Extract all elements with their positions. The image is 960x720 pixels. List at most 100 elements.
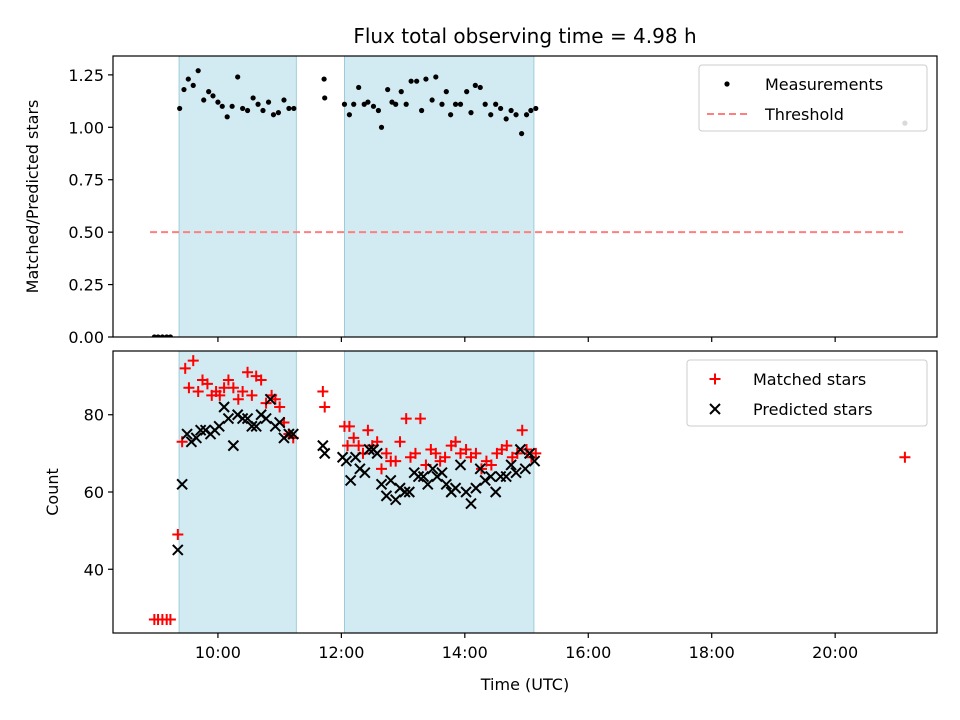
measurement-point: [155, 334, 161, 337]
measurement-point: [240, 105, 246, 112]
predicted-star-point: [519, 463, 532, 475]
matched-star-point: [319, 401, 331, 413]
matched-star-point: [375, 463, 387, 475]
panel-ratio: 0.00 0.25 0.50 0.75 1.00 1.25 Matched/Predicte…: [23, 55, 938, 347]
legend-marker: [709, 403, 721, 415]
measurement-point: [423, 76, 429, 82]
measurement-point: [513, 112, 519, 118]
matched-star-point: [246, 389, 258, 401]
measurement-point: [464, 89, 470, 95]
legend-label: Matched stars: [753, 370, 866, 389]
matched-star-point: [430, 447, 442, 459]
predicted-star-point: [371, 447, 383, 460]
measurement-point: [341, 101, 348, 107]
matched-star-point: [232, 393, 244, 405]
observing-interval-band: [344, 350, 535, 634]
matched-star-point: [450, 436, 462, 448]
matched-star-point: [380, 447, 392, 459]
measurement-point: [508, 107, 514, 114]
legend: Measurements Threshold: [698, 64, 928, 132]
matched-star-point: [460, 444, 472, 456]
measurement-point: [452, 101, 459, 107]
y-tick-label: 1.00: [68, 118, 104, 137]
measurement-point: [477, 84, 483, 91]
predicted-star-point: [218, 401, 230, 413]
predicted-star-point: [283, 428, 295, 440]
matched-star-point: [183, 382, 195, 394]
measurement-point: [408, 78, 414, 84]
measurement-point: [185, 76, 191, 82]
predicted-star-point: [470, 482, 482, 494]
matched-star-point: [164, 613, 176, 625]
y-tick-label: 0.50: [68, 223, 104, 242]
chart-title: Flux total observing time = 4.98 h: [353, 24, 696, 48]
measurement-point: [195, 68, 201, 74]
x-tick-label: 16:00: [565, 643, 611, 662]
predicted-star-point: [479, 474, 491, 487]
legend-marker: [709, 373, 721, 385]
measurement-point: [281, 97, 287, 103]
matched-star-point: [227, 382, 239, 394]
predicted-star-point: [172, 544, 184, 556]
matched-star-point: [274, 401, 286, 413]
panel-counts: 40 60 80 10:00 12:00 14:00 16:00 18:00 20:00 Coun…: [43, 350, 938, 662]
matched-star-point: [501, 440, 513, 452]
measurement-point: [414, 78, 420, 84]
predicted-star-point: [399, 486, 411, 498]
predicted-star-point: [505, 459, 517, 471]
measurement-point: [468, 110, 474, 116]
predicted-star-point: [344, 474, 357, 487]
predicted-star-point: [485, 470, 497, 483]
x-tick-label: 10:00: [195, 643, 241, 662]
measurement-point: [482, 101, 488, 107]
measurement-point: [429, 97, 435, 103]
legend-label: Predicted stars: [753, 400, 873, 419]
predicted-star-point: [273, 416, 286, 429]
predicted-star-point: [500, 470, 512, 483]
matched-star-point: [530, 447, 542, 459]
measurement-point: [419, 107, 425, 114]
legend-label: Measurements: [765, 75, 883, 94]
measurement-point: [181, 86, 187, 93]
matched-star-point: [343, 420, 355, 432]
matched-star-point: [242, 366, 254, 378]
measurement-point: [275, 110, 282, 116]
predicted-star-point: [340, 455, 353, 467]
legend-box: [698, 64, 928, 132]
measurement-point: [206, 89, 212, 95]
legend: Matched stars Predicted stars: [686, 359, 928, 427]
predicted-star-point: [417, 470, 430, 483]
predicted-star-point: [422, 478, 434, 490]
predicted-star-point: [412, 470, 425, 483]
predicted-star-point: [514, 443, 527, 456]
measurement-point: [533, 105, 539, 112]
y-tick-label: 40: [84, 560, 104, 579]
y-tick-label: 60: [84, 483, 104, 502]
matched-star-point: [201, 378, 213, 390]
predicted-star-point: [227, 439, 240, 452]
measurement-point: [167, 334, 174, 337]
measurement-point: [286, 105, 292, 112]
predicted-star-point: [523, 447, 536, 460]
predicted-star-point: [474, 463, 486, 475]
legend-marker: [724, 81, 730, 87]
predicted-star-point: [194, 424, 207, 436]
matched-star-point: [317, 386, 329, 398]
measurement-point: [448, 112, 454, 118]
measurement-point: [498, 105, 504, 112]
matched-star-point: [222, 374, 234, 386]
measurement-point: [265, 99, 272, 105]
matched-star-point: [899, 451, 911, 463]
legend-label: Threshold: [764, 105, 844, 124]
matched-star-point: [192, 386, 204, 398]
matched-star-point: [237, 386, 249, 398]
measurement-point: [346, 112, 352, 118]
matched-star-point: [394, 436, 406, 448]
measurement-point: [224, 114, 230, 120]
matched-star-point: [414, 413, 426, 425]
measurement-point: [472, 82, 478, 88]
predicted-star-point: [349, 451, 362, 463]
measurement-point: [229, 103, 235, 109]
x-tick-label: 18:00: [689, 643, 735, 662]
